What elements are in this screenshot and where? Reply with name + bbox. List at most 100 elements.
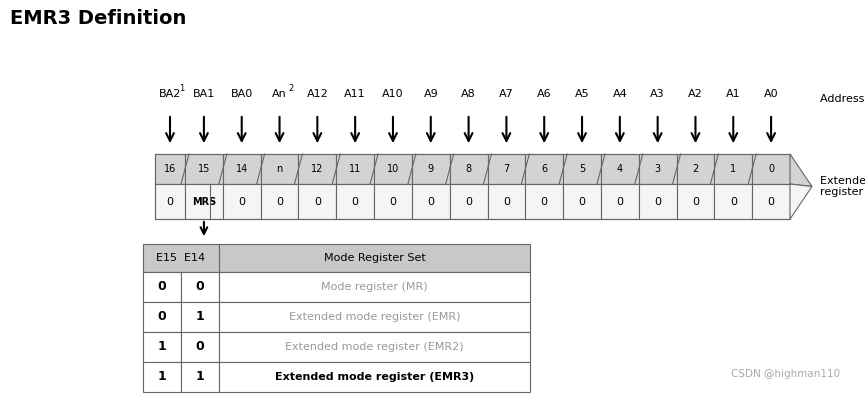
Text: 0: 0 bbox=[157, 281, 166, 294]
Polygon shape bbox=[563, 154, 601, 184]
Text: 0: 0 bbox=[157, 310, 166, 323]
Text: 0: 0 bbox=[503, 197, 509, 206]
Text: A5: A5 bbox=[574, 89, 589, 99]
Text: 5: 5 bbox=[579, 164, 585, 174]
Polygon shape bbox=[219, 362, 530, 392]
Text: 0: 0 bbox=[767, 197, 774, 206]
Polygon shape bbox=[525, 184, 563, 219]
Polygon shape bbox=[219, 302, 530, 332]
Polygon shape bbox=[185, 184, 223, 219]
Polygon shape bbox=[181, 332, 219, 362]
Text: 1: 1 bbox=[157, 340, 166, 353]
Text: A8: A8 bbox=[461, 89, 476, 99]
Text: 0: 0 bbox=[314, 197, 321, 206]
Polygon shape bbox=[488, 154, 525, 184]
Text: E15  E14: E15 E14 bbox=[157, 253, 206, 263]
Text: BA2: BA2 bbox=[159, 89, 181, 99]
Text: Mode register (MR): Mode register (MR) bbox=[321, 282, 428, 292]
Polygon shape bbox=[223, 184, 260, 219]
Text: 0: 0 bbox=[427, 197, 434, 206]
Polygon shape bbox=[219, 332, 530, 362]
Text: 0: 0 bbox=[654, 197, 661, 206]
Text: A0: A0 bbox=[764, 89, 778, 99]
Text: BA1: BA1 bbox=[193, 89, 215, 99]
Polygon shape bbox=[714, 154, 753, 184]
Text: 14: 14 bbox=[235, 164, 248, 174]
Text: BA0: BA0 bbox=[231, 89, 253, 99]
Text: Extended mode register (EMR): Extended mode register (EMR) bbox=[289, 312, 460, 322]
Polygon shape bbox=[412, 154, 450, 184]
Text: A9: A9 bbox=[423, 89, 439, 99]
Text: An: An bbox=[272, 89, 287, 99]
Polygon shape bbox=[450, 184, 488, 219]
Text: Extended mode register (EMR3): Extended mode register (EMR3) bbox=[275, 372, 474, 382]
Text: 16: 16 bbox=[163, 164, 176, 174]
Text: 12: 12 bbox=[311, 164, 324, 174]
Text: 2: 2 bbox=[289, 84, 294, 93]
Polygon shape bbox=[336, 154, 374, 184]
Polygon shape bbox=[374, 184, 412, 219]
Polygon shape bbox=[143, 362, 181, 392]
Text: Address bus: Address bus bbox=[820, 94, 865, 104]
Text: 1: 1 bbox=[195, 370, 204, 383]
Polygon shape bbox=[714, 184, 753, 219]
Text: 10: 10 bbox=[387, 164, 399, 174]
Polygon shape bbox=[143, 302, 181, 332]
Text: A2: A2 bbox=[688, 89, 703, 99]
Text: 0: 0 bbox=[195, 281, 204, 294]
Text: Extended mode register (EMR2): Extended mode register (EMR2) bbox=[285, 342, 464, 352]
Text: 1: 1 bbox=[195, 310, 204, 323]
Polygon shape bbox=[450, 154, 488, 184]
Text: 0: 0 bbox=[730, 197, 737, 206]
Polygon shape bbox=[676, 154, 714, 184]
Polygon shape bbox=[753, 184, 790, 219]
Polygon shape bbox=[143, 272, 181, 302]
Polygon shape bbox=[181, 272, 219, 302]
Text: 0: 0 bbox=[617, 197, 624, 206]
Text: EMR3 Definition: EMR3 Definition bbox=[10, 9, 186, 28]
Text: CSDN @highman110: CSDN @highman110 bbox=[731, 369, 840, 379]
Polygon shape bbox=[525, 154, 563, 184]
Polygon shape bbox=[753, 154, 790, 184]
Polygon shape bbox=[412, 184, 450, 219]
Polygon shape bbox=[336, 184, 374, 219]
Text: A1: A1 bbox=[726, 89, 740, 99]
Text: 0: 0 bbox=[389, 197, 396, 206]
Polygon shape bbox=[563, 184, 601, 219]
Text: MRS: MRS bbox=[192, 197, 216, 206]
Polygon shape bbox=[488, 184, 525, 219]
Text: A6: A6 bbox=[537, 89, 552, 99]
Polygon shape bbox=[638, 184, 676, 219]
Polygon shape bbox=[601, 184, 638, 219]
Text: 0: 0 bbox=[541, 197, 548, 206]
Polygon shape bbox=[601, 154, 638, 184]
Text: Extended mode
register (Ex): Extended mode register (Ex) bbox=[820, 176, 865, 197]
Text: A10: A10 bbox=[382, 89, 404, 99]
Polygon shape bbox=[260, 184, 298, 219]
Text: 0: 0 bbox=[276, 197, 283, 206]
Text: 4: 4 bbox=[617, 164, 623, 174]
Polygon shape bbox=[260, 154, 298, 184]
Polygon shape bbox=[155, 184, 185, 219]
Text: A3: A3 bbox=[650, 89, 665, 99]
Polygon shape bbox=[219, 272, 530, 302]
Polygon shape bbox=[181, 362, 219, 392]
Polygon shape bbox=[143, 332, 181, 362]
Text: 9: 9 bbox=[427, 164, 434, 174]
Text: Mode Register Set: Mode Register Set bbox=[324, 253, 426, 263]
Text: 7: 7 bbox=[503, 164, 509, 174]
Text: 15: 15 bbox=[198, 164, 210, 174]
Polygon shape bbox=[790, 154, 812, 186]
Text: A4: A4 bbox=[612, 89, 627, 99]
Polygon shape bbox=[219, 244, 530, 272]
Text: A11: A11 bbox=[344, 89, 366, 99]
Polygon shape bbox=[181, 302, 219, 332]
Polygon shape bbox=[676, 184, 714, 219]
Polygon shape bbox=[155, 154, 185, 184]
Polygon shape bbox=[298, 184, 336, 219]
Text: 1: 1 bbox=[179, 84, 184, 93]
Polygon shape bbox=[374, 154, 412, 184]
Polygon shape bbox=[298, 154, 336, 184]
Text: 0: 0 bbox=[692, 197, 699, 206]
Polygon shape bbox=[223, 154, 260, 184]
